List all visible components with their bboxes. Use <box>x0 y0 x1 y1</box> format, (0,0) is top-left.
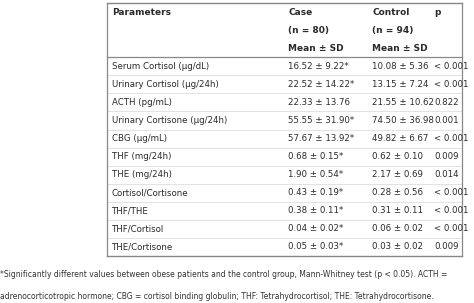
Text: 0.009: 0.009 <box>434 242 459 251</box>
Text: 0.822: 0.822 <box>434 98 459 107</box>
Text: Parameters: Parameters <box>112 8 171 17</box>
Text: 22.33 ± 13.76: 22.33 ± 13.76 <box>288 98 350 107</box>
Text: Urinary Cortisone (µg/24h): Urinary Cortisone (µg/24h) <box>112 116 227 125</box>
Text: adrenocorticotropic hormone; CBG = cortisol binding globulin; THF: Tetrahydrocor: adrenocorticotropic hormone; CBG = corti… <box>0 292 434 301</box>
Text: < 0.001: < 0.001 <box>434 62 469 71</box>
Text: 0.43 ± 0.19*: 0.43 ± 0.19* <box>288 188 344 197</box>
Text: 13.15 ± 7.24: 13.15 ± 7.24 <box>373 80 429 89</box>
Text: 0.31 ± 0.11: 0.31 ± 0.11 <box>373 206 423 215</box>
Text: THF/THE: THF/THE <box>112 206 149 215</box>
Text: Serum Cortisol (µg/dL): Serum Cortisol (µg/dL) <box>112 62 209 71</box>
Text: Cortisol/Cortisone: Cortisol/Cortisone <box>112 188 188 197</box>
Text: 0.05 ± 0.03*: 0.05 ± 0.03* <box>288 242 344 251</box>
Text: ACTH (pg/mL): ACTH (pg/mL) <box>112 98 172 107</box>
Text: THF (mg/24h): THF (mg/24h) <box>112 152 171 161</box>
Text: 0.28 ± 0.56: 0.28 ± 0.56 <box>373 188 423 197</box>
Text: 0.62 ± 0.10: 0.62 ± 0.10 <box>373 152 423 161</box>
Text: 55.55 ± 31.90*: 55.55 ± 31.90* <box>288 116 355 125</box>
Text: < 0.001: < 0.001 <box>434 80 469 89</box>
Text: < 0.001: < 0.001 <box>434 188 469 197</box>
Text: (n = 94): (n = 94) <box>373 26 414 35</box>
Text: 74.50 ± 36.98: 74.50 ± 36.98 <box>373 116 434 125</box>
Text: 10.08 ± 5.36: 10.08 ± 5.36 <box>373 62 429 71</box>
Text: 0.03 ± 0.02: 0.03 ± 0.02 <box>373 242 423 251</box>
Text: 16.52 ± 9.22*: 16.52 ± 9.22* <box>288 62 349 71</box>
Text: 21.55 ± 10.62: 21.55 ± 10.62 <box>373 98 434 107</box>
Text: (n = 80): (n = 80) <box>288 26 329 35</box>
Text: 0.014: 0.014 <box>434 170 459 179</box>
Text: THE/Cortisone: THE/Cortisone <box>112 242 173 251</box>
Text: 1.90 ± 0.54*: 1.90 ± 0.54* <box>288 170 344 179</box>
Text: *Significantly different values between obese patients and the control group, Ma: *Significantly different values between … <box>0 270 447 279</box>
Text: Control: Control <box>373 8 410 17</box>
Text: 0.38 ± 0.11*: 0.38 ± 0.11* <box>288 206 344 215</box>
Text: < 0.001: < 0.001 <box>434 206 469 215</box>
Text: 0.001: 0.001 <box>434 116 459 125</box>
Text: 0.04 ± 0.02*: 0.04 ± 0.02* <box>288 225 344 233</box>
Text: 0.68 ± 0.15*: 0.68 ± 0.15* <box>288 152 344 161</box>
Text: 57.67 ± 13.92*: 57.67 ± 13.92* <box>288 134 355 143</box>
Text: Case: Case <box>288 8 313 17</box>
Text: THE (mg/24h): THE (mg/24h) <box>112 170 172 179</box>
Text: 0.009: 0.009 <box>434 152 459 161</box>
Text: THF/Cortisol: THF/Cortisol <box>112 225 164 233</box>
Text: < 0.001: < 0.001 <box>434 134 469 143</box>
Text: < 0.001: < 0.001 <box>434 225 469 233</box>
Text: 0.06 ± 0.02: 0.06 ± 0.02 <box>373 225 423 233</box>
Text: Mean ± SD: Mean ± SD <box>288 44 344 53</box>
Text: Urinary Cortisol (µg/24h): Urinary Cortisol (µg/24h) <box>112 80 219 89</box>
Text: p: p <box>434 8 441 17</box>
Text: Mean ± SD: Mean ± SD <box>373 44 428 53</box>
Text: 22.52 ± 14.22*: 22.52 ± 14.22* <box>288 80 355 89</box>
Text: CBG (µg/mL): CBG (µg/mL) <box>112 134 167 143</box>
Text: 2.17 ± 0.69: 2.17 ± 0.69 <box>373 170 423 179</box>
Text: 49.82 ± 6.67: 49.82 ± 6.67 <box>373 134 429 143</box>
